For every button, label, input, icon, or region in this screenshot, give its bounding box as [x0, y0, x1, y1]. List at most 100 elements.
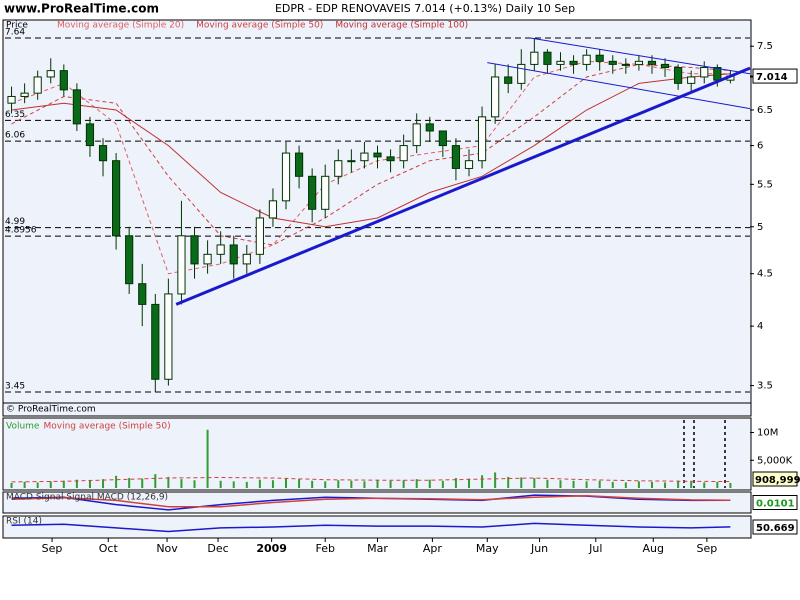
candle-body — [660, 63, 670, 69]
candle-body — [477, 116, 487, 162]
y-tick-label: 4.5 — [757, 269, 773, 280]
volume-bar — [206, 429, 209, 488]
candle-body — [151, 303, 160, 380]
trendline — [487, 62, 751, 110]
chart-title: EDPR - EDP RENOVAVEIS 7.014 (+0.13%) Dai… — [275, 2, 575, 15]
volume-bar — [311, 480, 314, 488]
current-value-box — [752, 471, 798, 487]
candle-body — [595, 54, 604, 62]
level-label: 4.99 — [5, 217, 25, 227]
candle-body — [504, 76, 513, 84]
candle-body — [33, 76, 42, 94]
x-tick-label: 2009 — [256, 542, 287, 555]
candle-body — [556, 60, 565, 65]
x-tick-label: Sep — [42, 542, 63, 555]
candle-body — [373, 152, 382, 158]
volume-bar — [115, 475, 118, 488]
current-value: 0.0101 — [756, 499, 795, 510]
volume-bar — [690, 481, 693, 488]
candle-body — [464, 160, 474, 169]
level-label: 4.8956 — [5, 226, 37, 236]
current-value-box — [752, 495, 798, 510]
candle-body — [386, 156, 395, 162]
volume-bar — [271, 480, 274, 488]
legend-entry: Moving average (Simple 20) — [57, 21, 184, 31]
volume-bar — [637, 481, 640, 488]
volume-bar — [624, 482, 627, 488]
volume-bar — [245, 481, 248, 488]
candle-body — [347, 160, 356, 163]
volume-bar — [703, 482, 706, 488]
candle-body — [7, 95, 16, 104]
volume-bar — [677, 480, 680, 488]
volume-bar — [75, 479, 78, 488]
volume-bar — [415, 479, 418, 488]
volume-bar — [559, 480, 562, 488]
candle-body — [399, 145, 408, 162]
candle-body — [412, 123, 421, 147]
candle-body — [190, 235, 199, 265]
candle-body — [530, 51, 539, 65]
candle-body — [308, 175, 317, 210]
candle-body — [438, 130, 447, 147]
candle-body — [634, 60, 643, 65]
x-tick-label: Apr — [423, 542, 443, 555]
x-tick-label: May — [476, 542, 499, 555]
candle-body — [46, 70, 55, 78]
legend-entry: Moving average (Simple 100) — [335, 21, 468, 31]
volume-bar — [494, 472, 497, 488]
volume-bar — [441, 480, 444, 488]
candle-body — [242, 253, 251, 265]
volume-bar — [376, 479, 379, 488]
y-tick-label: 10M — [757, 428, 778, 439]
trendline — [175, 66, 751, 306]
volume-bar — [428, 479, 431, 488]
x-tick-label: Oct — [99, 542, 119, 555]
volume-bar — [520, 477, 523, 488]
volume-bar — [337, 480, 340, 488]
volume-average-line — [11, 476, 731, 483]
volume-bar — [533, 478, 536, 488]
candle-body — [294, 152, 304, 177]
candle-body — [543, 51, 552, 65]
moving-average-line — [11, 63, 731, 246]
volume-bar — [219, 480, 222, 488]
y-tick-label: 3.5 — [757, 381, 773, 392]
candle-body — [425, 123, 434, 132]
volume-bar — [572, 480, 575, 488]
trendline — [530, 37, 751, 75]
legend-entry: Moving average (Simple 50) — [43, 422, 170, 432]
x-tick-label: Nov — [156, 542, 178, 555]
candle-body — [582, 54, 591, 65]
level-label: 3.45 — [5, 382, 25, 392]
volume-bar — [10, 483, 13, 488]
volume-bar — [585, 481, 588, 488]
volume-bar — [363, 481, 366, 488]
candle-body — [321, 175, 330, 210]
volume-bar — [716, 481, 719, 488]
candle-body — [177, 235, 186, 295]
volume-bar — [481, 475, 484, 488]
volume-bar — [729, 482, 732, 488]
candle-body — [687, 76, 696, 84]
volume-bar — [102, 479, 105, 488]
volume-bar — [350, 480, 353, 488]
volume-bar — [232, 481, 235, 488]
y-tick-label: 6 — [757, 141, 763, 152]
level-label: 7.64 — [5, 28, 25, 38]
moving-average-line — [11, 73, 731, 228]
candle-body — [112, 160, 121, 237]
candle-body — [125, 235, 134, 285]
x-tick-label: Jul — [588, 542, 602, 555]
candle-body — [517, 63, 526, 84]
current-value-box — [752, 519, 798, 535]
volume-bar — [664, 482, 667, 488]
volume-bar — [650, 481, 653, 488]
y-tick-label: 5 — [757, 222, 763, 233]
candle-body — [674, 67, 683, 84]
volume-bar — [546, 479, 549, 488]
candle-body — [164, 293, 173, 380]
candle-body — [451, 145, 461, 169]
candle-body — [72, 89, 81, 125]
